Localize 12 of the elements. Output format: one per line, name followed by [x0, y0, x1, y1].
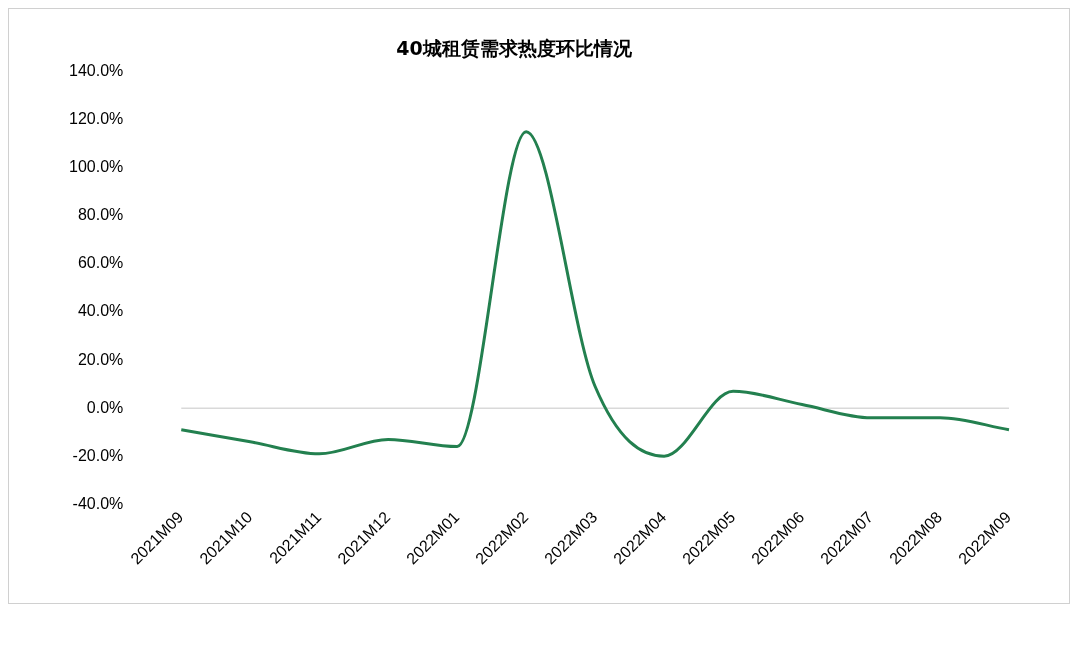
y-tick-label: 0.0% — [86, 398, 124, 416]
y-tick-label: 140.0% — [69, 62, 124, 80]
y-tick-label: 60.0% — [77, 254, 124, 272]
y-tick-label: 20.0% — [77, 350, 124, 368]
y-tick-label: 100.0% — [69, 158, 124, 176]
y-tick-label: 80.0% — [77, 206, 124, 224]
y-tick-label: -20.0% — [72, 446, 124, 464]
y-tick-label: 120.0% — [69, 110, 124, 128]
y-tick-label: -40.0% — [72, 494, 124, 512]
chart-title: 40城租赁需求热度环比情况 — [396, 37, 633, 60]
line-series — [179, 130, 1011, 458]
y-tick-label: 40.0% — [77, 302, 124, 320]
